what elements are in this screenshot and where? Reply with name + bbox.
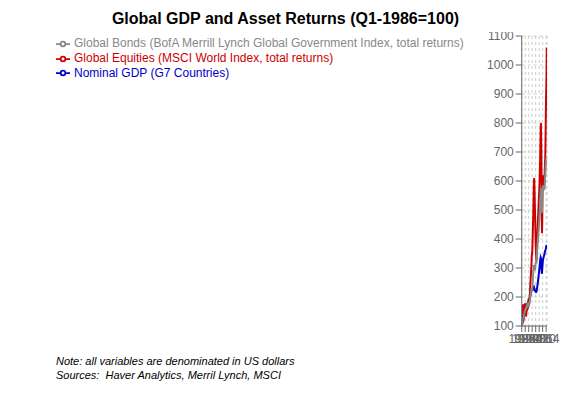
html-text:Global Equities (MSCI World In: Global Equities (MSCI World Index, total… <box>74 50 334 65</box>
svg-text:300: 300 <box>494 261 514 275</box>
svg-text:500: 500 <box>494 203 514 217</box>
html-text:Global Bonds (BofA Merrill Lyn: Global Bonds (BofA Merrill Lynch Global … <box>74 36 464 50</box>
html-text:Sources: Haver Analytics, Merr: Sources: Haver Analytics, Merril Lynch, … <box>56 369 281 381</box>
svg-text:700: 700 <box>494 145 514 159</box>
svg-text:1000: 1000 <box>487 58 514 72</box>
svg-text:600: 600 <box>494 174 514 188</box>
html-text:Note: all variables are denomi: Note: all variables are denominated in U… <box>56 355 295 367</box>
svg-text:900: 900 <box>494 87 514 101</box>
svg-text:100: 100 <box>494 319 514 333</box>
svg-text:800: 800 <box>494 116 514 130</box>
svg-text:400: 400 <box>494 232 514 246</box>
html-text:Global GDP and Asset Returns (: Global GDP and Asset Returns (Q1-1986=10… <box>111 10 460 27</box>
svg-text:200: 200 <box>494 290 514 304</box>
html-text:Nominal GDP (G7 Countries): Nominal GDP (G7 Countries) <box>74 65 230 80</box>
svg-text:2014: 2014 <box>533 332 560 346</box>
svg-text:1100: 1100 <box>488 32 514 43</box>
